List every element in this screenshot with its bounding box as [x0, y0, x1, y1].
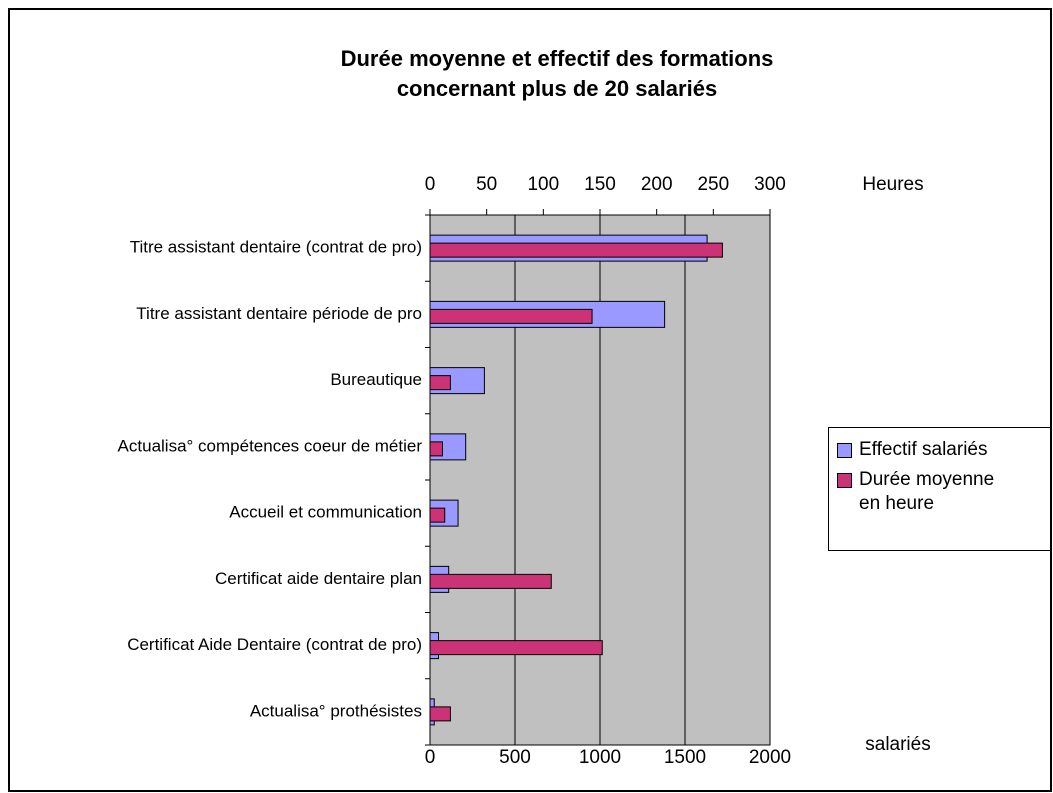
- y-tick-label: Titre assistant dentaire (contrat de pro…: [130, 238, 422, 257]
- y-tick-label: Actualisa° prothésistes: [250, 701, 422, 720]
- legend: Effectif salariés Durée moyenne en heure: [828, 427, 1051, 551]
- bar: [429, 706, 451, 722]
- legend-item: Durée moyenne en heure: [837, 468, 1042, 516]
- x-tick-label: 1000: [579, 747, 621, 768]
- legend-item: Effectif salariés: [837, 438, 1042, 462]
- x-tick-label: 0: [425, 747, 436, 768]
- bar: [429, 640, 603, 656]
- bar: [429, 507, 446, 523]
- legend-label: Effectif salariés: [859, 439, 988, 460]
- y-tick-label: Certificat Aide Dentaire (contrat de pro…: [127, 635, 422, 654]
- x2-tick-label: 150: [584, 174, 616, 195]
- bar: [429, 308, 593, 324]
- bar: [429, 441, 443, 457]
- x-tick-label: 500: [499, 747, 531, 768]
- x-axis-label: salariés: [865, 734, 930, 755]
- legend-swatch: [837, 443, 852, 458]
- x2-tick-label: 200: [641, 174, 673, 195]
- y-tick-label: Certificat aide dentaire plan: [215, 569, 422, 588]
- x2-tick-label: 250: [697, 174, 729, 195]
- y-tick-label: Accueil et communication: [229, 503, 422, 522]
- legend-label: Durée moyenne en heure: [859, 469, 995, 514]
- x2-tick-label: 50: [476, 174, 497, 195]
- x-tick-label: 1500: [664, 747, 706, 768]
- legend-swatch: [837, 473, 852, 488]
- y-tick-label: Actualisa° compétences coeur de métier: [118, 436, 423, 455]
- x-tick-label: 2000: [749, 747, 791, 768]
- x2-tick-label: 300: [754, 174, 786, 195]
- frame: [8, 8, 1052, 792]
- chart-title: Durée moyenne et effectif des formations: [341, 46, 774, 71]
- x2-tick-label: 0: [425, 174, 436, 195]
- chart-title: concernant plus de 20 salariés: [397, 76, 717, 101]
- bar: [429, 573, 552, 589]
- y-tick-label: Titre assistant dentaire période de pro: [136, 304, 422, 323]
- y-tick-label: Bureautique: [330, 370, 422, 389]
- bar: [429, 375, 451, 391]
- bar: [429, 242, 723, 258]
- x2-axis-label: Heures: [862, 174, 923, 195]
- x2-tick-label: 100: [527, 174, 559, 195]
